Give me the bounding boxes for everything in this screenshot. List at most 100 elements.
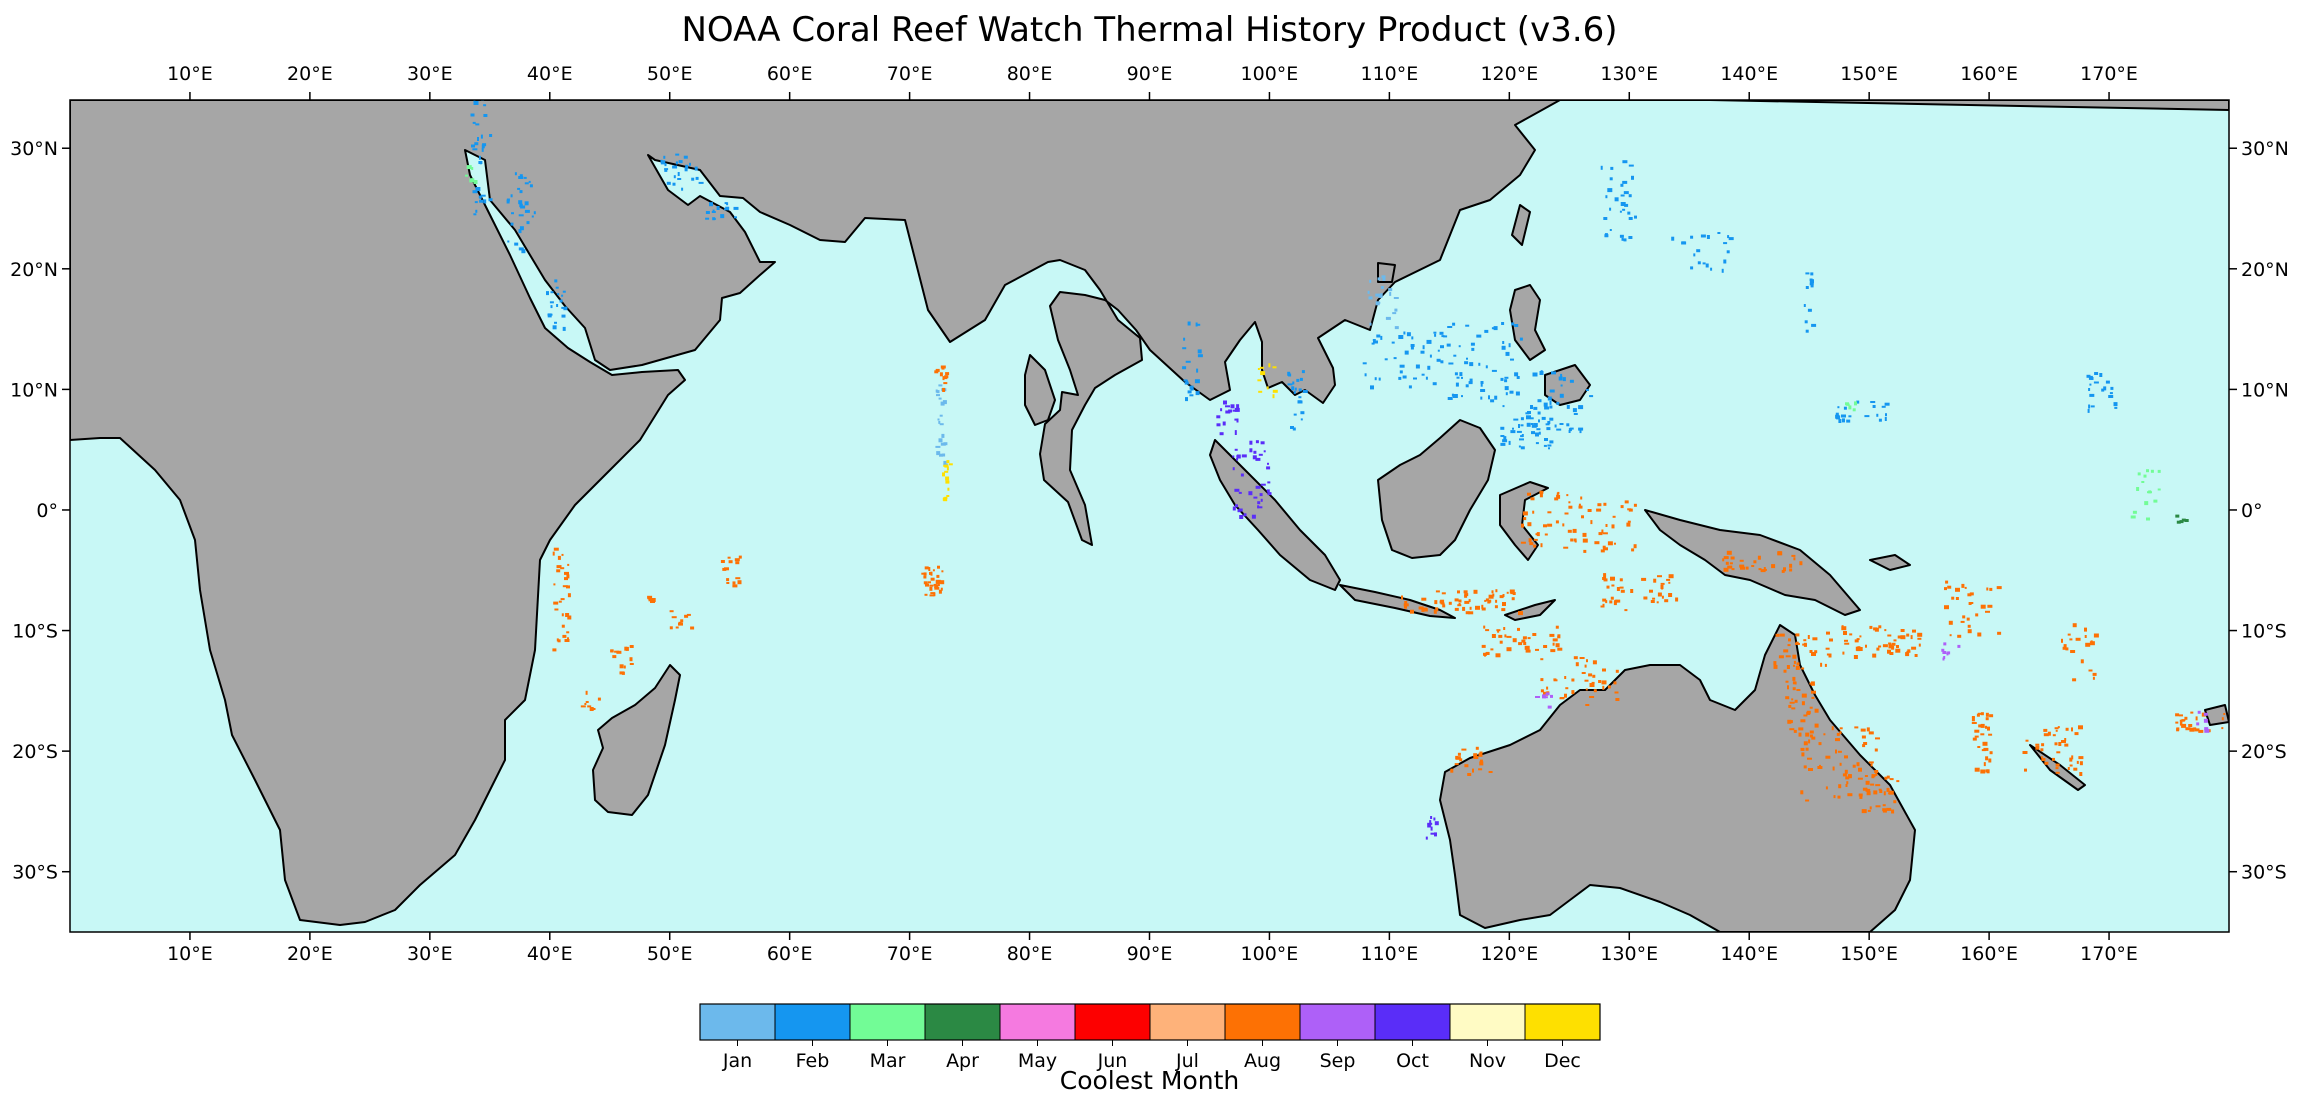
reef-pixel bbox=[2179, 721, 2182, 726]
reef-pixel bbox=[619, 671, 625, 675]
reef-pixel bbox=[564, 571, 569, 575]
reef-pixel bbox=[1544, 438, 1548, 441]
reef-pixel bbox=[1479, 759, 1483, 762]
reef-pixel bbox=[1230, 404, 1235, 409]
reef-pixel bbox=[1243, 513, 1247, 517]
reef-pixel bbox=[2047, 731, 2051, 736]
reef-pixel bbox=[1411, 336, 1414, 340]
land-madagascar bbox=[592, 664, 681, 816]
reef-pixel bbox=[1710, 267, 1713, 271]
reef-pixel bbox=[1575, 662, 1579, 667]
reef-pixel bbox=[1900, 629, 1905, 632]
reef-pixel bbox=[1795, 633, 1800, 637]
reef-pixel bbox=[1426, 339, 1432, 344]
reef-pixel bbox=[556, 304, 559, 307]
reef-pixel bbox=[1573, 538, 1577, 542]
reef-pixel bbox=[1495, 599, 1498, 603]
reef-pixel bbox=[1785, 696, 1790, 700]
reef-pixel bbox=[1483, 625, 1486, 629]
reef-pixel bbox=[506, 199, 510, 204]
reef-pixel bbox=[1296, 378, 1300, 382]
reef-pixel bbox=[1597, 503, 1602, 507]
reef-pixel bbox=[1541, 416, 1546, 420]
reef-pixel bbox=[1455, 755, 1459, 759]
reef-pixel bbox=[1560, 384, 1563, 387]
reef-pixel bbox=[737, 580, 742, 585]
reef-pixel bbox=[1838, 784, 1842, 789]
lat-tick-label-left: 30°N bbox=[10, 138, 58, 160]
reef-pixel bbox=[713, 218, 716, 220]
reef-pixel bbox=[1471, 347, 1475, 351]
reef-pixel bbox=[1430, 826, 1433, 831]
reef-pixel bbox=[1514, 324, 1519, 327]
reef-pixel bbox=[1197, 354, 1203, 358]
reef-pixel bbox=[1631, 175, 1634, 180]
reef-pixel bbox=[1564, 676, 1567, 679]
reef-pixel bbox=[2090, 405, 2095, 408]
reef-pixel bbox=[473, 180, 478, 184]
reef-pixel bbox=[946, 495, 950, 497]
reef-pixel bbox=[1300, 411, 1305, 415]
colorbar-label-dec: Dec bbox=[1544, 1050, 1581, 1072]
reef-pixel bbox=[1518, 611, 1523, 616]
reef-pixel bbox=[1807, 757, 1812, 760]
reef-pixel bbox=[1867, 788, 1871, 792]
reef-pixel bbox=[669, 626, 673, 630]
reef-pixel bbox=[928, 567, 931, 571]
reef-pixel bbox=[1604, 234, 1609, 238]
reef-pixel bbox=[564, 639, 570, 642]
reef-pixel bbox=[1945, 580, 1949, 584]
reef-pixel bbox=[1500, 442, 1506, 446]
reef-pixel bbox=[2223, 713, 2226, 715]
reef-pixel bbox=[1875, 805, 1881, 808]
reef-pixel bbox=[2035, 743, 2040, 746]
reef-pixel bbox=[1966, 617, 1970, 621]
reef-pixel bbox=[1891, 645, 1895, 650]
reef-pixel bbox=[1876, 413, 1879, 417]
reef-pixel bbox=[1723, 556, 1729, 560]
reef-pixel bbox=[1465, 384, 1469, 388]
reef-pixel bbox=[1455, 382, 1459, 387]
reef-pixel bbox=[1378, 377, 1381, 381]
reef-pixel bbox=[1382, 277, 1386, 281]
reef-pixel bbox=[1272, 394, 1275, 399]
reef-pixel bbox=[550, 305, 553, 309]
reef-pixel bbox=[1371, 342, 1375, 345]
lon-tick-label-bottom: 40°E bbox=[527, 943, 573, 965]
reef-pixel bbox=[664, 169, 668, 172]
reef-pixel bbox=[1649, 589, 1653, 593]
reef-pixel bbox=[1501, 345, 1506, 350]
reef-pixel bbox=[942, 400, 947, 405]
reef-pixel bbox=[1791, 698, 1794, 701]
reef-pixel bbox=[1425, 836, 1428, 840]
reef-pixel bbox=[1516, 430, 1522, 433]
reef-pixel bbox=[2055, 767, 2059, 770]
reef-pixel bbox=[1380, 286, 1384, 289]
reef-pixel bbox=[2064, 743, 2069, 747]
reef-pixel bbox=[728, 560, 733, 564]
reef-pixel bbox=[1490, 648, 1494, 651]
reef-pixel bbox=[1799, 561, 1803, 566]
reef-pixel bbox=[1421, 597, 1427, 601]
reef-pixel bbox=[1481, 607, 1486, 611]
reef-pixel bbox=[2176, 727, 2180, 731]
reef-pixel bbox=[1190, 387, 1194, 391]
reef-pixel bbox=[1379, 293, 1383, 297]
reef-pixel bbox=[1856, 400, 1860, 404]
reef-pixel bbox=[549, 301, 554, 304]
reef-pixel bbox=[1581, 672, 1586, 674]
reef-pixel bbox=[1480, 389, 1486, 392]
reef-pixel bbox=[1814, 723, 1819, 728]
reef-pixel bbox=[561, 294, 564, 297]
reef-pixel bbox=[1196, 323, 1201, 326]
reef-pixel bbox=[1578, 405, 1584, 410]
reef-pixel bbox=[1609, 229, 1612, 231]
reef-pixel bbox=[1869, 806, 1872, 810]
reef-pixel bbox=[1447, 397, 1453, 400]
reef-pixel bbox=[1443, 335, 1448, 338]
reef-pixel bbox=[1912, 629, 1916, 633]
reef-pixel bbox=[1559, 423, 1564, 425]
reef-pixel bbox=[489, 134, 493, 137]
reef-pixel bbox=[1967, 624, 1971, 628]
reef-pixel bbox=[1971, 717, 1975, 722]
